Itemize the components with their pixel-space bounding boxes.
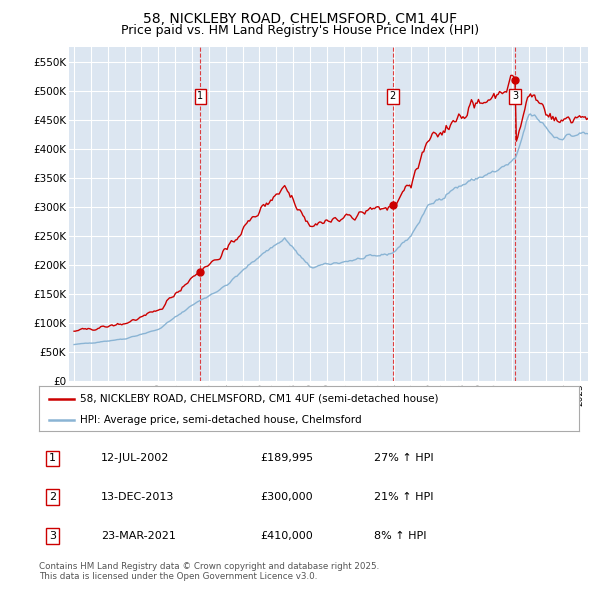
Text: £300,000: £300,000 <box>260 492 313 502</box>
Text: 21% ↑ HPI: 21% ↑ HPI <box>374 492 433 502</box>
Text: 2: 2 <box>389 91 396 101</box>
Text: 58, NICKLEBY ROAD, CHELMSFORD, CM1 4UF: 58, NICKLEBY ROAD, CHELMSFORD, CM1 4UF <box>143 12 457 26</box>
Text: 2: 2 <box>49 492 56 502</box>
Text: 12-JUL-2002: 12-JUL-2002 <box>101 453 169 463</box>
Text: 3: 3 <box>49 531 56 541</box>
Text: 3: 3 <box>512 91 518 101</box>
Text: 23-MAR-2021: 23-MAR-2021 <box>101 531 176 541</box>
Text: Contains HM Land Registry data © Crown copyright and database right 2025.
This d: Contains HM Land Registry data © Crown c… <box>39 562 379 581</box>
Text: 1: 1 <box>49 453 56 463</box>
Text: £410,000: £410,000 <box>260 531 313 541</box>
Text: £189,995: £189,995 <box>260 453 314 463</box>
Text: 8% ↑ HPI: 8% ↑ HPI <box>374 531 426 541</box>
Text: 13-DEC-2013: 13-DEC-2013 <box>101 492 175 502</box>
Text: Price paid vs. HM Land Registry's House Price Index (HPI): Price paid vs. HM Land Registry's House … <box>121 24 479 37</box>
Text: 58, NICKLEBY ROAD, CHELMSFORD, CM1 4UF (semi-detached house): 58, NICKLEBY ROAD, CHELMSFORD, CM1 4UF (… <box>79 394 438 404</box>
Text: 27% ↑ HPI: 27% ↑ HPI <box>374 453 433 463</box>
Text: HPI: Average price, semi-detached house, Chelmsford: HPI: Average price, semi-detached house,… <box>79 415 361 425</box>
Text: 1: 1 <box>197 91 203 101</box>
